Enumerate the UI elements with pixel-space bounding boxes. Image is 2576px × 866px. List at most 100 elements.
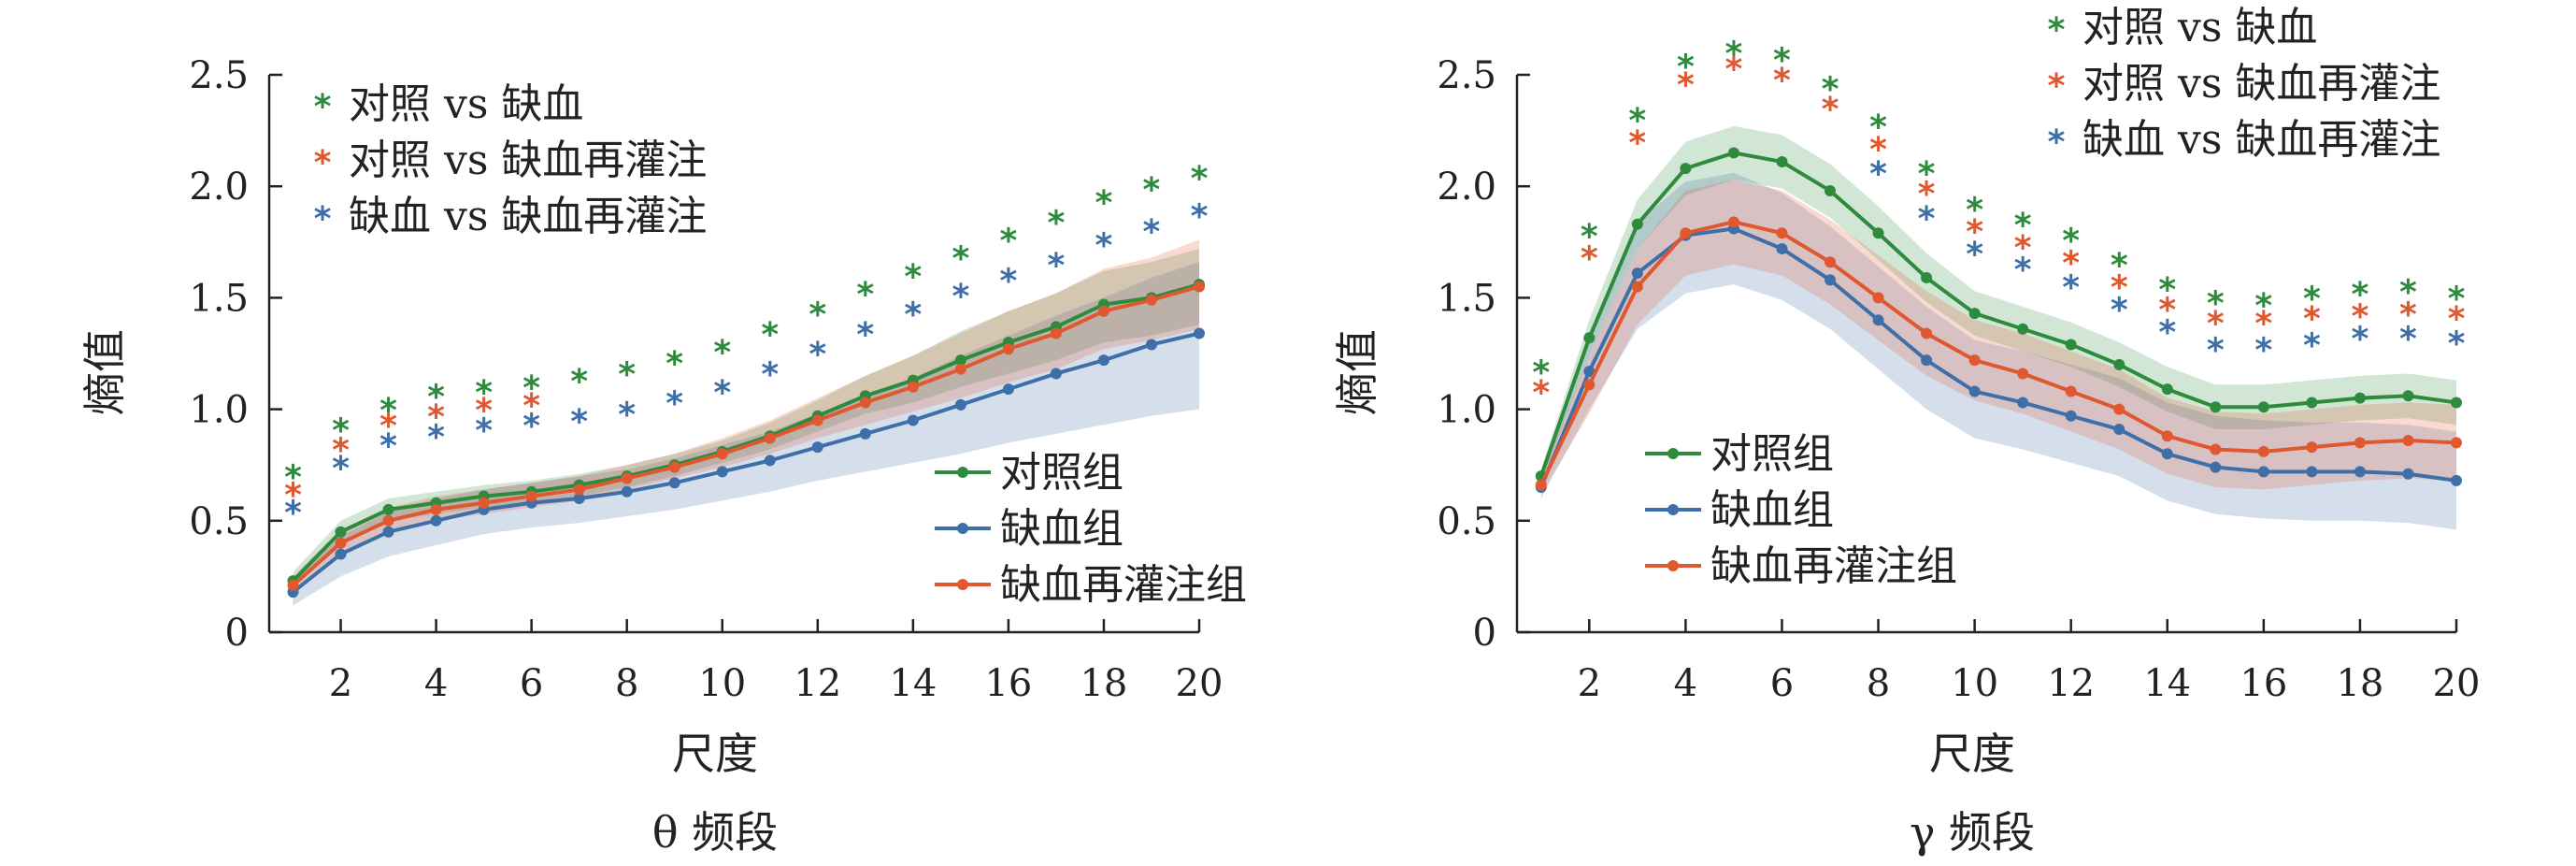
gamma-sig-marker-3: *	[2448, 325, 2466, 363]
theta-sig-marker-1: *	[618, 356, 636, 395]
theta-sig-marker-1: *	[904, 258, 922, 296]
gamma-x-tick-label: 8	[1867, 662, 1890, 705]
theta-sig-legend-marker-3: *	[314, 200, 332, 238]
gamma-sig-marker-1: *	[2448, 281, 2466, 319]
theta-sig-marker-3: *	[999, 263, 1017, 301]
theta-series-3-point	[1050, 327, 1062, 339]
theta-series-3-point	[907, 381, 919, 393]
theta-series-1-point	[382, 503, 394, 515]
theta-sig-marker-3: *	[1191, 197, 1209, 236]
gamma-series-3-point	[2402, 434, 2414, 446]
theta-legend-label-3: 缺血再灌注组	[1000, 561, 1247, 609]
theta-sig-marker-1: *	[284, 458, 302, 497]
gamma-y-tick-label: 2.0	[1437, 166, 1496, 209]
theta-series-2-point	[954, 398, 966, 411]
theta-series-lines	[287, 279, 1205, 599]
theta-series-2-point	[621, 485, 633, 498]
gamma-band-2	[1540, 172, 2456, 530]
gamma-sig-marker-1: *	[1628, 102, 1646, 140]
gamma-series-2-point	[1776, 242, 1788, 254]
theta-series-3-point	[478, 497, 490, 509]
gamma-series-3-point	[2451, 437, 2462, 449]
theta-legend-label-1: 对照组	[1000, 449, 1123, 497]
gamma-sig-marker-2: *	[1532, 374, 1550, 412]
gamma-series-3-point	[2306, 441, 2318, 454]
gamma-series-1-point	[2065, 339, 2077, 351]
gamma-sig-marker-1: *	[2254, 287, 2272, 325]
gamma-sig-marker-2: *	[1966, 213, 1983, 252]
theta-y-tick-label: 1.5	[189, 277, 249, 320]
gamma-sig-marker-3: *	[2014, 252, 2032, 290]
gamma-sig-marker-2: *	[2062, 244, 2080, 282]
theta-series-2-point	[1194, 327, 1205, 339]
theta-sig-marker-2: *	[332, 432, 350, 470]
theta-x-tick-label: 20	[1176, 662, 1224, 705]
gamma-sig-marker-3: *	[2207, 331, 2225, 369]
gamma-series-2-point	[1921, 354, 1933, 367]
theta-x-tick-label: 12	[794, 662, 841, 705]
theta-series-2-point	[1097, 354, 1109, 367]
gamma-sig-marker-3: *	[2303, 327, 2321, 366]
theta-sig-marker-3: *	[1048, 247, 1066, 285]
gamma-series-3-point	[1968, 354, 1981, 367]
gamma-series-3-point	[2065, 385, 2077, 397]
gamma-sig-marker-2: *	[2352, 298, 2369, 337]
theta-series-3-point	[621, 472, 633, 484]
gamma-series-1-point	[1727, 147, 1739, 159]
theta-series-2-point	[907, 414, 919, 426]
gamma-legend-label-1: 对照组	[1710, 430, 1834, 478]
theta-series-1-point	[335, 526, 347, 538]
theta-sig-marker-3: *	[1143, 213, 1161, 252]
theta-y-tick-label: 1.0	[189, 389, 249, 432]
theta-series-2-point	[668, 477, 680, 489]
gamma-series-3-point	[1727, 216, 1739, 228]
gamma-series-1-point	[2161, 383, 2173, 396]
gamma-series-1-point	[2402, 390, 2414, 402]
theta-sig-marker-1: *	[761, 316, 779, 354]
gamma-sig-marker-1: *	[1532, 354, 1550, 392]
gamma-sig-marker-1: *	[2014, 207, 2032, 245]
theta-sig-marker-2: *	[379, 408, 397, 446]
gamma-x-axis-label: 尺度	[1929, 729, 2015, 779]
theta-series-2-point	[859, 427, 871, 440]
theta-sig-marker-3: *	[332, 450, 350, 488]
theta-series-2-point	[764, 455, 776, 467]
gamma-sig-marker-1: *	[2303, 281, 2321, 319]
gamma-series-line-2	[1538, 226, 2457, 488]
theta-chart-title: θ 频段	[652, 807, 778, 858]
gamma-series-3-point	[1921, 327, 1933, 339]
gamma-sig-marker-1: *	[2158, 271, 2176, 310]
theta-series-2-point	[382, 526, 394, 538]
theta-legend-marker-2	[957, 523, 968, 534]
theta-x-tick-label: 2	[329, 662, 352, 705]
gamma-sig-marker-1: *	[1677, 49, 1695, 87]
theta-sig-marker-3: *	[713, 374, 731, 412]
theta-x-tick-label: 18	[1080, 662, 1127, 705]
theta-sig-legend-label-1: 对照 vs 缺血	[349, 80, 583, 128]
gamma-series-2-point	[2257, 466, 2269, 478]
theta-series-3-point	[764, 432, 776, 444]
gamma-confidence-bands	[1540, 125, 2456, 530]
gamma-chart-panel: 00.51.01.52.02.52 4 6 8 10 12 14 16 18 20 **** * **…	[1332, 4, 2480, 858]
theta-sig-marker-3: *	[475, 411, 493, 450]
gamma-series-3-point	[1631, 281, 1643, 293]
gamma-y-tick-label: 0	[1473, 612, 1496, 655]
gamma-series-3-point	[2257, 445, 2269, 457]
gamma-sig-marker-1: *	[1581, 218, 1598, 256]
gamma-series-1-point	[2354, 392, 2366, 404]
theta-sig-marker-3: *	[952, 278, 969, 316]
gamma-series-2-point	[2065, 410, 2077, 422]
gamma-sig-marker-3: *	[2352, 321, 2369, 359]
theta-sig-marker-1: *	[379, 392, 397, 430]
gamma-series-2-point	[1825, 274, 1836, 286]
gamma-sig-legend-label-1: 对照 vs 缺血	[2082, 4, 2317, 51]
gamma-sig-marker-1: *	[2399, 273, 2417, 311]
gamma-sig-marker-2: *	[2399, 296, 2417, 334]
theta-x-tick-label: 4	[424, 662, 448, 705]
gamma-series-2-point	[2402, 468, 2414, 480]
theta-sig-marker-1: *	[1048, 205, 1066, 243]
gamma-x-tick-label: 10	[1951, 662, 1998, 705]
gamma-sig-marker-2: *	[2448, 300, 2466, 339]
